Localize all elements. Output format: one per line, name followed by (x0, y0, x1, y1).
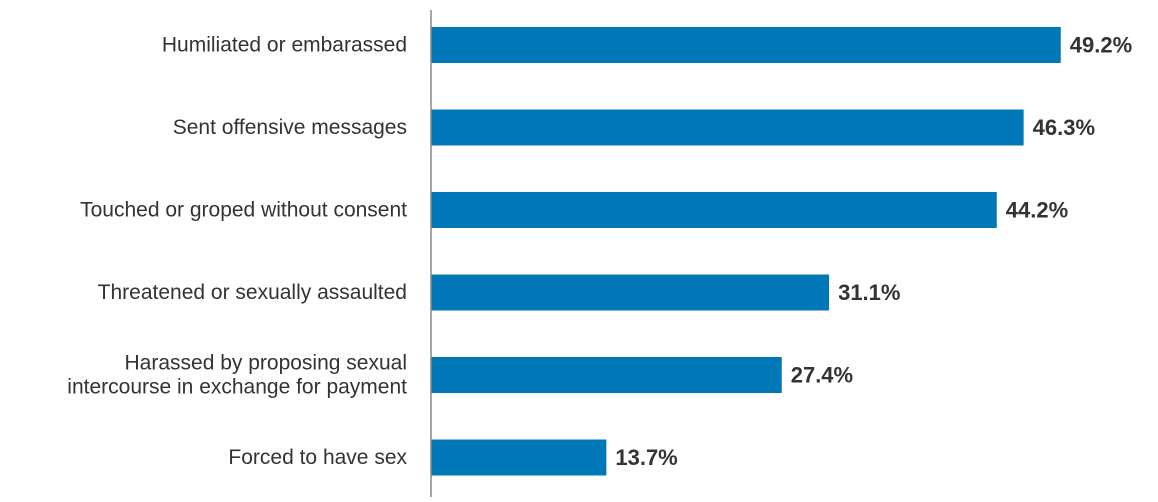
bar (431, 357, 782, 393)
category-label: intercourse in exchange for payment (67, 376, 407, 399)
category-label: Humiliated or embarassed (162, 34, 407, 57)
value-label: 44.2% (1006, 198, 1068, 223)
category-label: Touched or groped without consent (80, 199, 407, 222)
category-label: Sent offensive messages (173, 116, 407, 139)
value-label: 46.3% (1033, 115, 1095, 140)
value-label: 49.2% (1070, 33, 1132, 58)
value-label: 31.1% (838, 280, 900, 305)
category-label: Harassed by proposing sexual (125, 352, 408, 375)
bar (431, 109, 1024, 146)
value-labels-group: 49.2% 46.3% 44.2% 31.1% 27.4% 13.7% (615, 33, 1132, 471)
category-labels-group: Humiliated or embarassed Sent offensive m… (67, 34, 407, 470)
category-label: Threatened or sexually assaulted (98, 281, 407, 304)
category-label: Forced to have sex (228, 446, 407, 469)
bars-group (431, 27, 1061, 476)
bar (431, 27, 1061, 63)
value-label: 13.7% (615, 445, 677, 470)
bar (431, 192, 997, 228)
bar (431, 274, 830, 311)
value-label: 27.4% (791, 363, 853, 388)
bar (431, 439, 607, 476)
